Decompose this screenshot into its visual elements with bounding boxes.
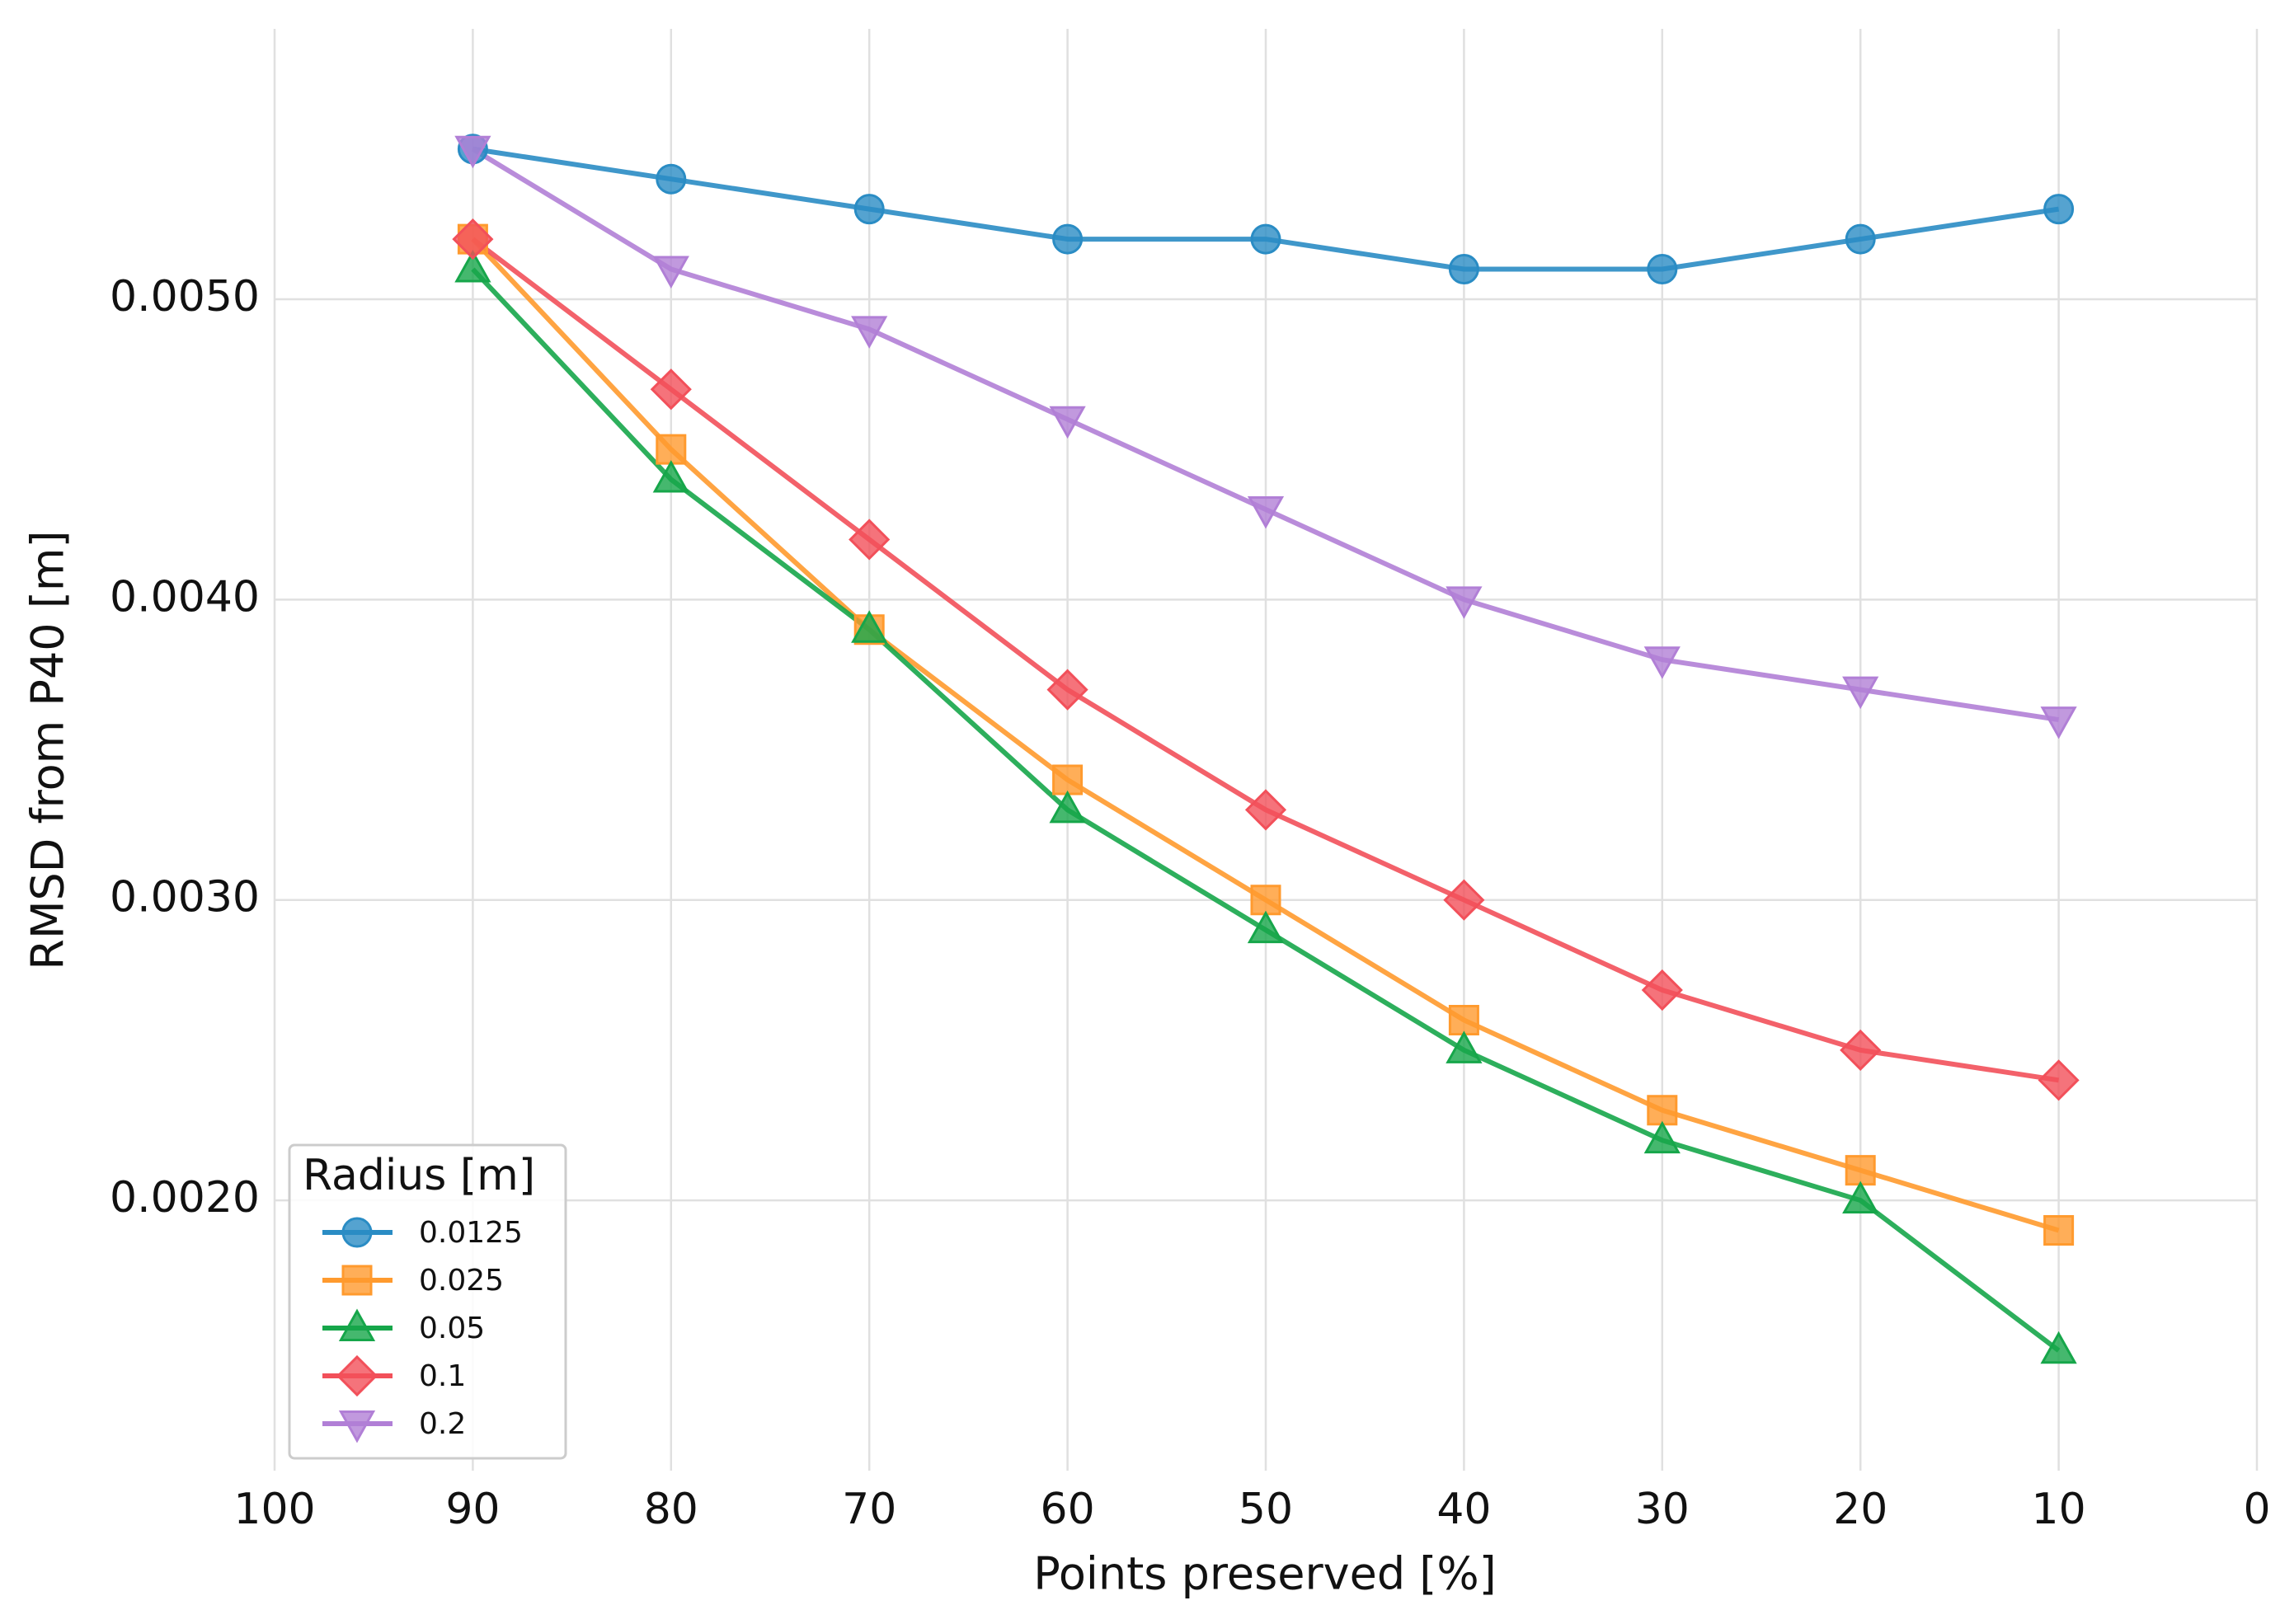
legend: Radius [m] 0.0125 0.025 0.05 0.1 0.2 — [288, 1143, 567, 1460]
x-tick-label: 40 — [1436, 1485, 1491, 1534]
data-point — [1647, 254, 1678, 284]
data-point — [2040, 1331, 2077, 1364]
data-point — [2038, 1059, 2080, 1101]
data-point — [2043, 194, 2075, 225]
data-point — [1643, 1120, 1681, 1154]
legend-label: 0.2 — [419, 1407, 466, 1441]
data-point — [1049, 406, 1086, 439]
data-point — [1643, 646, 1681, 679]
legend-title: Radius [m] — [303, 1151, 535, 1200]
legend-label: 0.0125 — [419, 1216, 523, 1250]
data-point — [2043, 1215, 2075, 1246]
data-point — [1448, 254, 1479, 284]
x-tick-label: 20 — [1833, 1485, 1887, 1534]
data-point — [1052, 223, 1084, 255]
data-point — [656, 163, 687, 195]
data-point — [1443, 879, 1485, 921]
data-point — [1049, 790, 1086, 824]
data-point — [1052, 764, 1084, 796]
y-axis-label: RMSD from P40 [m] — [22, 530, 74, 969]
x-tick-label: 10 — [2032, 1485, 2086, 1534]
legend-label: 0.1 — [419, 1359, 466, 1393]
y-tick-label: 0.0020 — [110, 1173, 260, 1223]
data-point — [1845, 1155, 1876, 1186]
data-point — [1845, 223, 1876, 255]
legend-marker — [338, 1410, 376, 1443]
data-point — [2040, 706, 2077, 739]
legend-marker — [341, 1217, 373, 1248]
y-tick-label: 0.0040 — [110, 572, 260, 622]
x-axis-label: Points preserved [%] — [1033, 1548, 1497, 1600]
data-point — [851, 610, 888, 643]
y-tick-label: 0.0050 — [110, 272, 260, 322]
legend-label: 0.05 — [419, 1312, 485, 1345]
x-tick-label: 80 — [644, 1485, 698, 1534]
data-point — [1244, 789, 1287, 831]
data-point — [1641, 969, 1683, 1011]
data-point — [851, 316, 888, 349]
data-point — [454, 250, 491, 283]
x-tick-label: 70 — [842, 1485, 896, 1534]
legend-marker — [341, 1265, 373, 1296]
data-point — [1446, 586, 1483, 619]
data-point — [1448, 1004, 1479, 1035]
data-point — [652, 256, 689, 289]
data-point — [1247, 496, 1285, 529]
legend-marker — [336, 1354, 378, 1397]
legend-marker — [338, 1308, 376, 1341]
legend-label: 0.025 — [419, 1264, 504, 1298]
data-point — [656, 434, 687, 465]
data-point — [1247, 910, 1285, 944]
data-point — [1250, 223, 1281, 255]
x-tick-label: 90 — [445, 1485, 500, 1534]
data-point — [652, 460, 689, 493]
x-tick-label: 50 — [1239, 1485, 1293, 1534]
data-point — [1046, 669, 1088, 711]
data-point — [1842, 676, 1879, 710]
data-point — [454, 135, 491, 169]
x-tick-label: 0 — [2243, 1485, 2270, 1534]
x-tick-label: 30 — [1635, 1485, 1690, 1534]
x-tick-label: 100 — [233, 1485, 315, 1534]
data-point — [1250, 885, 1281, 916]
y-tick-label: 0.0030 — [110, 873, 260, 922]
data-point — [650, 368, 692, 411]
data-point — [452, 218, 494, 260]
data-point — [1840, 1029, 1882, 1071]
data-point — [1647, 1095, 1678, 1126]
data-point — [849, 519, 891, 561]
data-point — [853, 194, 885, 225]
data-point — [1842, 1180, 1879, 1214]
x-tick-label: 60 — [1041, 1485, 1095, 1534]
data-point — [1446, 1030, 1483, 1063]
